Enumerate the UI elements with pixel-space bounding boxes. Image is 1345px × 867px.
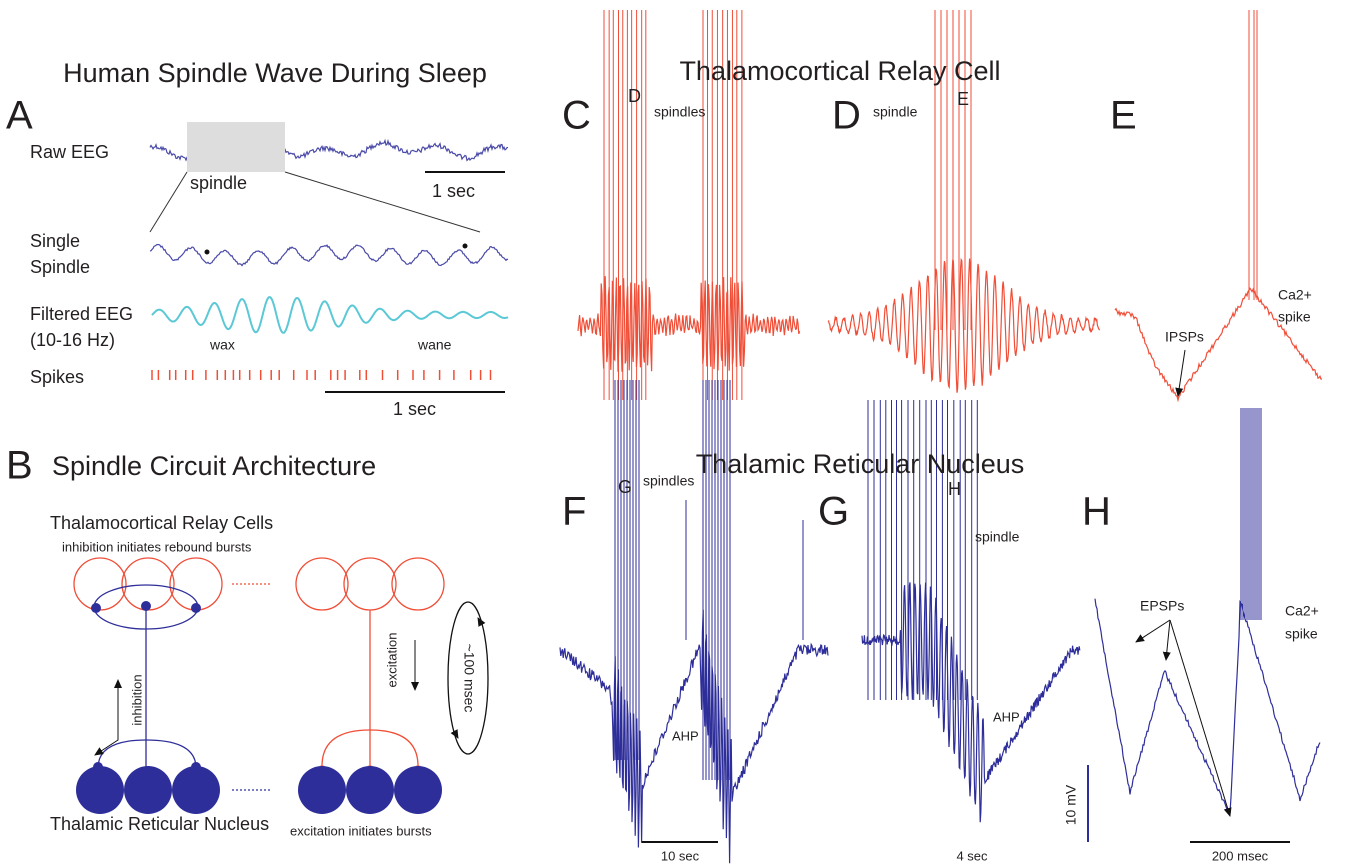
label: spike [1278,309,1311,325]
trace [149,243,509,267]
label: 10 mV [1063,784,1079,825]
label: AHP [993,709,1020,724]
label: D [628,86,641,106]
arrow [477,617,486,627]
arrow [450,729,459,739]
label: spindle [873,104,918,120]
trace [861,582,1081,823]
title: Human Spindle Wave During Sleep [63,58,487,88]
label: AHP [672,728,699,743]
trace [1094,598,1321,816]
title: Spindle Circuit Architecture [52,451,376,481]
label: 1 sec [393,399,436,419]
zoom-line [284,171,481,233]
reticular-cells [76,584,442,814]
panel-label: B [6,444,33,488]
label: Ca2+ [1285,603,1319,619]
panel-label: F [562,490,586,534]
label: spindles [654,104,705,120]
highlight [187,122,285,172]
traces [149,10,1323,864]
label: Thalamocortical Relay Cells [50,513,273,533]
trace [827,257,1100,393]
panel-label: H [1082,490,1111,534]
panel-label: E [1110,94,1137,138]
label: spindles [643,473,694,489]
label: spindle [190,173,247,193]
label: excitation initiates bursts [290,823,432,838]
trace [559,609,829,864]
arrow [94,712,119,756]
label: spindle [975,529,1020,545]
label: 4 sec [956,848,988,863]
zoom-line [149,171,188,233]
trace [577,276,801,372]
label: G [618,477,632,497]
label: Ca2+ [1278,287,1312,303]
label: IPSPs [1165,329,1204,345]
trace [204,249,210,255]
trace [151,296,509,334]
panel-label: D [832,94,861,138]
label: Raw EEG [30,142,109,162]
label: wane [417,337,452,353]
panel-label: A [6,94,33,138]
title: Thalamic Reticular Nucleus [696,449,1025,479]
label: 10 sec [661,848,700,863]
arrow [1175,349,1186,397]
title: Thalamocortical Relay Cell [679,56,1000,86]
label: wax [209,337,235,353]
arrows [1135,619,1232,817]
label: (10-16 Hz) [30,330,115,350]
label: excitation [384,633,399,688]
trace [1114,287,1323,403]
cycle [447,601,489,755]
label: 200 msec [1212,848,1269,863]
label: Thalamic Reticular Nucleus [50,814,269,834]
label: inhibition initiates rebound bursts [62,539,252,554]
label: spike [1285,626,1318,642]
label: ~100 msec [461,644,477,713]
label: H [948,479,961,499]
label: inhibition [129,674,144,725]
label: EPSPs [1140,598,1184,614]
panel-label: C [562,94,591,138]
label: E [957,89,969,109]
label: Single [30,231,80,251]
panel-label: G [818,490,849,534]
label: Filtered EEG [30,304,133,324]
trace [462,243,468,249]
label: Spikes [30,367,84,387]
label: 1 sec [432,181,475,201]
label: Spindle [30,257,90,277]
